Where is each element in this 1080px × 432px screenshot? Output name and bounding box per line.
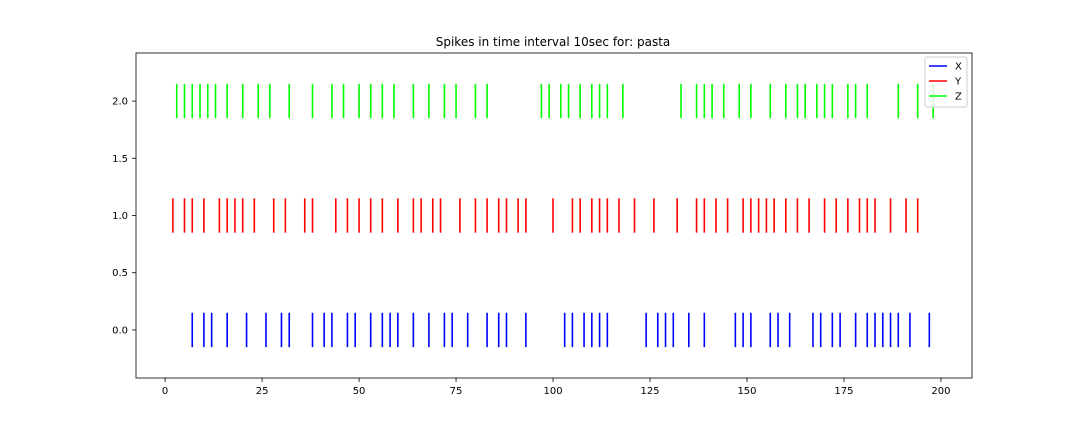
y-tick-label: 2.0 bbox=[112, 97, 128, 108]
x-tick-label: 150 bbox=[737, 386, 756, 397]
x-tick-label: 75 bbox=[450, 386, 463, 397]
y-tick-label: 1.5 bbox=[112, 154, 128, 165]
x-tick-label: 125 bbox=[640, 386, 659, 397]
x-tick-label: 25 bbox=[256, 386, 269, 397]
legend-box bbox=[924, 56, 968, 108]
x-tick-label: 0 bbox=[162, 386, 168, 397]
plot-area bbox=[135, 52, 973, 379]
series-y bbox=[172, 198, 919, 233]
y-tick-label: 0.0 bbox=[112, 325, 128, 336]
legend-label: Z bbox=[955, 92, 962, 103]
series-x bbox=[191, 312, 931, 348]
x-axis: 0 25 50 75 100 125 150 175 200 bbox=[162, 378, 951, 397]
x-tick-label: 100 bbox=[543, 386, 562, 397]
legend: XYZ bbox=[924, 56, 968, 108]
x-tick-label: 200 bbox=[931, 386, 950, 397]
y-axis: 0.0 0.5 1.0 1.5 2.0 bbox=[112, 97, 136, 336]
chart-title: Spikes in time interval 10sec for: pasta bbox=[436, 35, 671, 49]
series-z bbox=[175, 83, 935, 119]
legend-label: X bbox=[955, 62, 962, 73]
y-tick-label: 1.0 bbox=[112, 211, 128, 222]
x-tick-label: 175 bbox=[834, 386, 853, 397]
plot-frame bbox=[135, 52, 973, 379]
legend-label: Y bbox=[954, 77, 962, 88]
y-tick-label: 0.5 bbox=[112, 268, 128, 279]
x-tick-label: 50 bbox=[353, 386, 366, 397]
